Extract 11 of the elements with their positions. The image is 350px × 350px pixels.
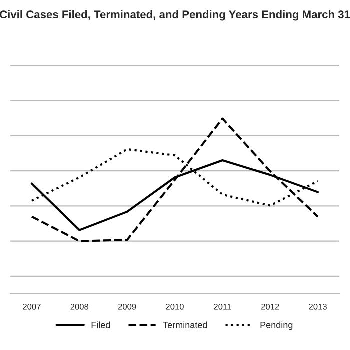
x-tick-label: 2007 [23,304,41,310]
legend-label: Pending [260,322,293,330]
legend-label: Terminated [163,322,208,328]
legend-label: Filed [92,322,110,328]
x-tick-label: 2010 [166,304,184,310]
x-tick-label: 2012 [262,304,280,310]
x-tick-label: 2009 [118,304,136,310]
x-tick-label: 2008 [70,304,89,310]
chart-title: Civil Cases Filed, Terminated, and Pending Years Ending March 31 [0,10,350,21]
x-tick-label: 2013 [309,304,327,310]
x-tick-label: 2011 [214,304,232,310]
